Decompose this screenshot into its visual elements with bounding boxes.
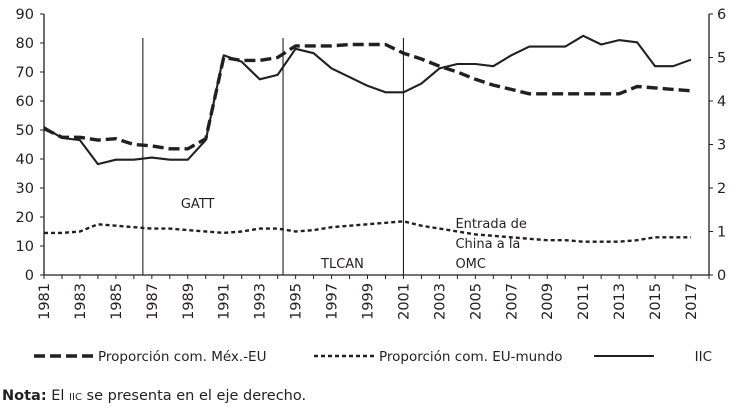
x-tick-label: 1987 xyxy=(145,283,161,320)
x-tick-label: 1989 xyxy=(181,283,197,320)
legend-label-2: IIC xyxy=(695,349,712,365)
x-tick-label: 1985 xyxy=(109,283,125,320)
x-tick-label: 2007 xyxy=(504,283,520,320)
y-tick-label: 90 xyxy=(16,7,34,23)
x-tick-label: 2005 xyxy=(468,283,484,320)
chart-note: Nota: El iic se presenta en el eje derec… xyxy=(2,388,306,404)
note-label: Nota: xyxy=(2,388,47,404)
series-line-2 xyxy=(43,34,692,166)
x-tick-label: 2017 xyxy=(684,283,700,320)
y-tick-label: 0 xyxy=(25,268,34,284)
y-tick-label: 80 xyxy=(16,36,34,52)
note-text-pre: El xyxy=(46,388,70,404)
legend-label-0: Proporción com. Méx.-EU xyxy=(98,349,266,365)
note-iic-abbrev: iic xyxy=(69,388,82,404)
y2-tick-label: 1 xyxy=(717,225,726,241)
note-text-post: se presenta en el eje derecho. xyxy=(81,388,307,404)
y2-tick-label: 6 xyxy=(717,7,726,23)
x-tick-label: 1997 xyxy=(325,283,341,320)
legend-label-1: Proporción com. EU-mundo xyxy=(379,349,563,365)
y2-tick-label: 3 xyxy=(717,138,726,154)
y-tick-label: 20 xyxy=(16,210,34,226)
series-line-1 xyxy=(44,220,691,243)
y-tick-label: 30 xyxy=(16,181,34,197)
x-tick-label: 2001 xyxy=(396,283,412,320)
x-tick-label: 1995 xyxy=(289,283,305,320)
y2-tick-label: 2 xyxy=(717,181,726,197)
event-label: China a la xyxy=(455,237,520,252)
series-line-0 xyxy=(43,42,692,151)
x-tick-label: 1999 xyxy=(361,283,377,320)
event-label: GATT xyxy=(181,197,215,212)
x-tick-label: 2011 xyxy=(576,283,592,320)
x-tick-label: 2015 xyxy=(648,283,664,320)
y2-tick-label: 5 xyxy=(717,51,726,67)
y-tick-label: 50 xyxy=(16,123,34,139)
event-label: Entrada de xyxy=(455,217,526,232)
y2-tick-label: 4 xyxy=(717,94,726,110)
event-label: OMC xyxy=(455,257,486,272)
y-tick-label: 10 xyxy=(16,239,34,255)
x-tick-label: 1993 xyxy=(253,283,269,320)
x-tick-label: 2013 xyxy=(612,283,628,320)
event-label: TLCAN xyxy=(320,257,364,272)
x-tick-label: 2009 xyxy=(540,283,556,320)
x-tick-label: 2003 xyxy=(432,283,448,320)
y2-tick-label: 0 xyxy=(717,268,726,284)
x-tick-label: 1991 xyxy=(217,283,233,320)
y-tick-label: 70 xyxy=(16,65,34,81)
y-tick-label: 40 xyxy=(16,152,34,168)
y-tick-label: 60 xyxy=(16,94,34,110)
x-tick-label: 1983 xyxy=(73,283,89,320)
line-chart: 0 10 20 30 40 50 60 70 80 90 0 1 2 3 4 5 6 1981 1983 1985 19… xyxy=(16,7,727,365)
x-tick-label: 1981 xyxy=(37,283,53,320)
